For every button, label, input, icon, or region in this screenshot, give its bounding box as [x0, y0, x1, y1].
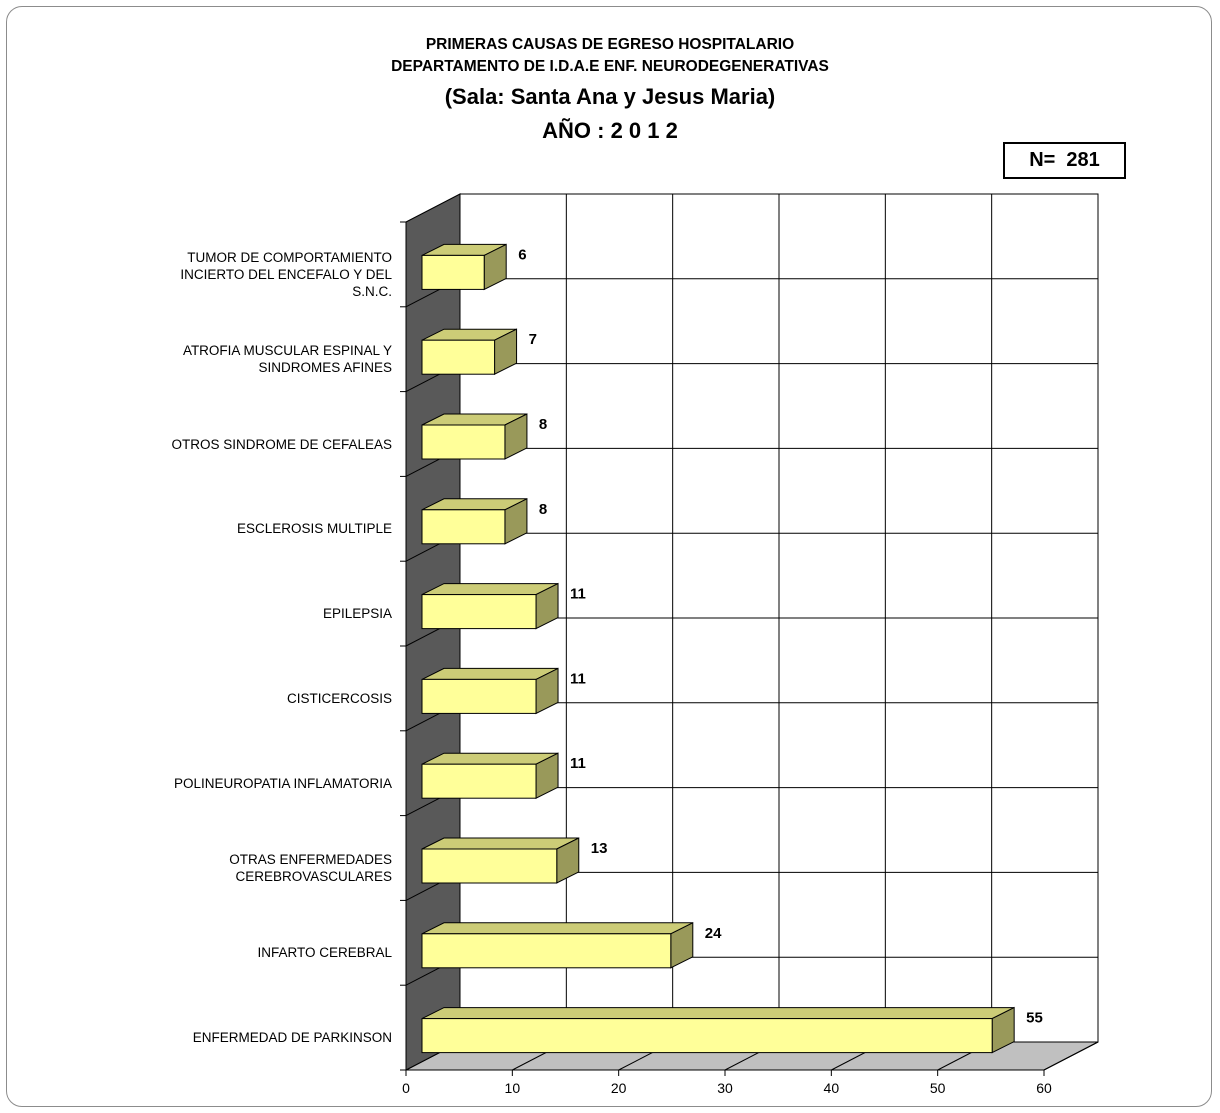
bar-front-face — [421, 424, 506, 460]
bar — [421, 837, 580, 884]
category-label-line: POLINEUROPATIA INFLAMATORIA — [173, 775, 392, 791]
category-label-line: EPILEPSIA — [322, 606, 392, 622]
category-label-line: CEREBROVASCULARES — [235, 869, 392, 884]
bar-top-face — [421, 752, 559, 765]
sample-size-label: N= 281 — [1029, 149, 1100, 171]
sample-size-box: N= 281 — [1003, 142, 1126, 179]
chart-subtitle-sala: (Sala: Santa Ana y Jesus Maria) — [444, 84, 776, 109]
bar — [421, 921, 694, 969]
bar-front-face — [421, 339, 496, 375]
category-label-line: OTRAS ENFERMEDADES — [229, 852, 392, 867]
x-tick-label: 20 — [611, 1080, 627, 1096]
data-label: 11 — [570, 670, 586, 687]
category-label-line: SINDROMES AFINES — [258, 360, 392, 376]
category-label-line: TUMOR DE COMPORTAMIENTO — [187, 249, 392, 265]
bar — [421, 413, 528, 460]
data-label: 8 — [539, 416, 547, 433]
category-label: POLINEUROPATIA INFLAMATORIA — [92, 775, 392, 792]
bar — [421, 1006, 1015, 1054]
x-tick-label: 40 — [824, 1080, 840, 1096]
bar — [421, 328, 518, 376]
category-label-line: ATROFIA MUSCULAR ESPINAL Y — [182, 343, 392, 359]
category-label: INFARTO CEREBRAL — [92, 944, 392, 961]
category-label-line: S.N.C. — [352, 283, 392, 299]
bar — [421, 667, 559, 715]
category-label-line: INCIERTO DEL ENCEFALO Y DEL — [180, 266, 392, 282]
category-label: OTRAS ENFERMEDADES CEREBROVASCULARES — [92, 851, 392, 885]
bar — [421, 582, 559, 630]
data-label: 7 — [529, 331, 537, 348]
x-tick-label: 50 — [930, 1080, 946, 1096]
data-label: 8 — [539, 501, 547, 518]
data-label: 11 — [570, 755, 586, 772]
data-label: 24 — [705, 925, 722, 942]
category-label: ENFERMEDAD DE PARKINSON — [92, 1029, 392, 1046]
bar-front-face — [421, 933, 672, 969]
bar-front-face — [421, 678, 537, 714]
category-label: CISTICERCOSIS — [92, 690, 392, 707]
data-label: 55 — [1026, 1010, 1043, 1027]
bar — [421, 752, 559, 800]
x-tick-label: 30 — [717, 1080, 733, 1096]
bar-top-face — [421, 922, 694, 935]
chart-subtitle-year: AÑO : 2 0 1 2 — [542, 118, 678, 143]
category-label-line: ENFERMEDAD DE PARKINSON — [192, 1030, 392, 1046]
bar-top-face — [421, 583, 559, 596]
bar-top-face — [421, 837, 579, 850]
data-label: 11 — [570, 586, 586, 603]
bar-front-face — [421, 1018, 993, 1054]
x-tick-label: 60 — [1036, 1080, 1052, 1096]
category-label: OTROS SINDROME DE CEFALEAS — [92, 436, 392, 453]
category-label-line: ESCLEROSIS MULTIPLE — [236, 521, 392, 537]
x-tick-label: 0 — [402, 1080, 410, 1096]
category-label: ESCLEROSIS MULTIPLE — [92, 520, 392, 537]
bar-top-face — [421, 667, 559, 680]
x-tick-label: 10 — [505, 1080, 521, 1096]
bar-front-face — [421, 509, 506, 545]
chart-title-line-2: DEPARTAMENTO DE I.D.A.E ENF. NEURODEGENE… — [391, 58, 829, 75]
bar — [421, 497, 528, 545]
bar — [421, 243, 507, 291]
bar-front-face — [421, 763, 537, 799]
category-label-line: CISTICERCOSIS — [286, 690, 392, 706]
category-label-line: OTROS SINDROME DE CEFALEAS — [171, 436, 392, 452]
category-label: EPILEPSIA — [92, 605, 392, 622]
bar-front-face — [421, 848, 558, 884]
bar-top-face — [421, 1007, 1015, 1020]
category-label: ATROFIA MUSCULAR ESPINAL Y SINDROMES AFIN… — [92, 342, 392, 376]
data-label: 13 — [591, 840, 608, 857]
bar-front-face — [421, 594, 537, 630]
category-label-line: INFARTO CEREBRAL — [257, 945, 392, 961]
data-label: 6 — [518, 246, 526, 263]
category-label: TUMOR DE COMPORTAMIENTO INCIERTO DEL ENCE… — [92, 249, 392, 300]
chart-title-line-1: PRIMERAS CAUSAS DE EGRESO HOSPITALARIO — [425, 36, 795, 53]
bar-front-face — [421, 254, 485, 290]
floor-gridline — [1043, 1041, 1099, 1071]
